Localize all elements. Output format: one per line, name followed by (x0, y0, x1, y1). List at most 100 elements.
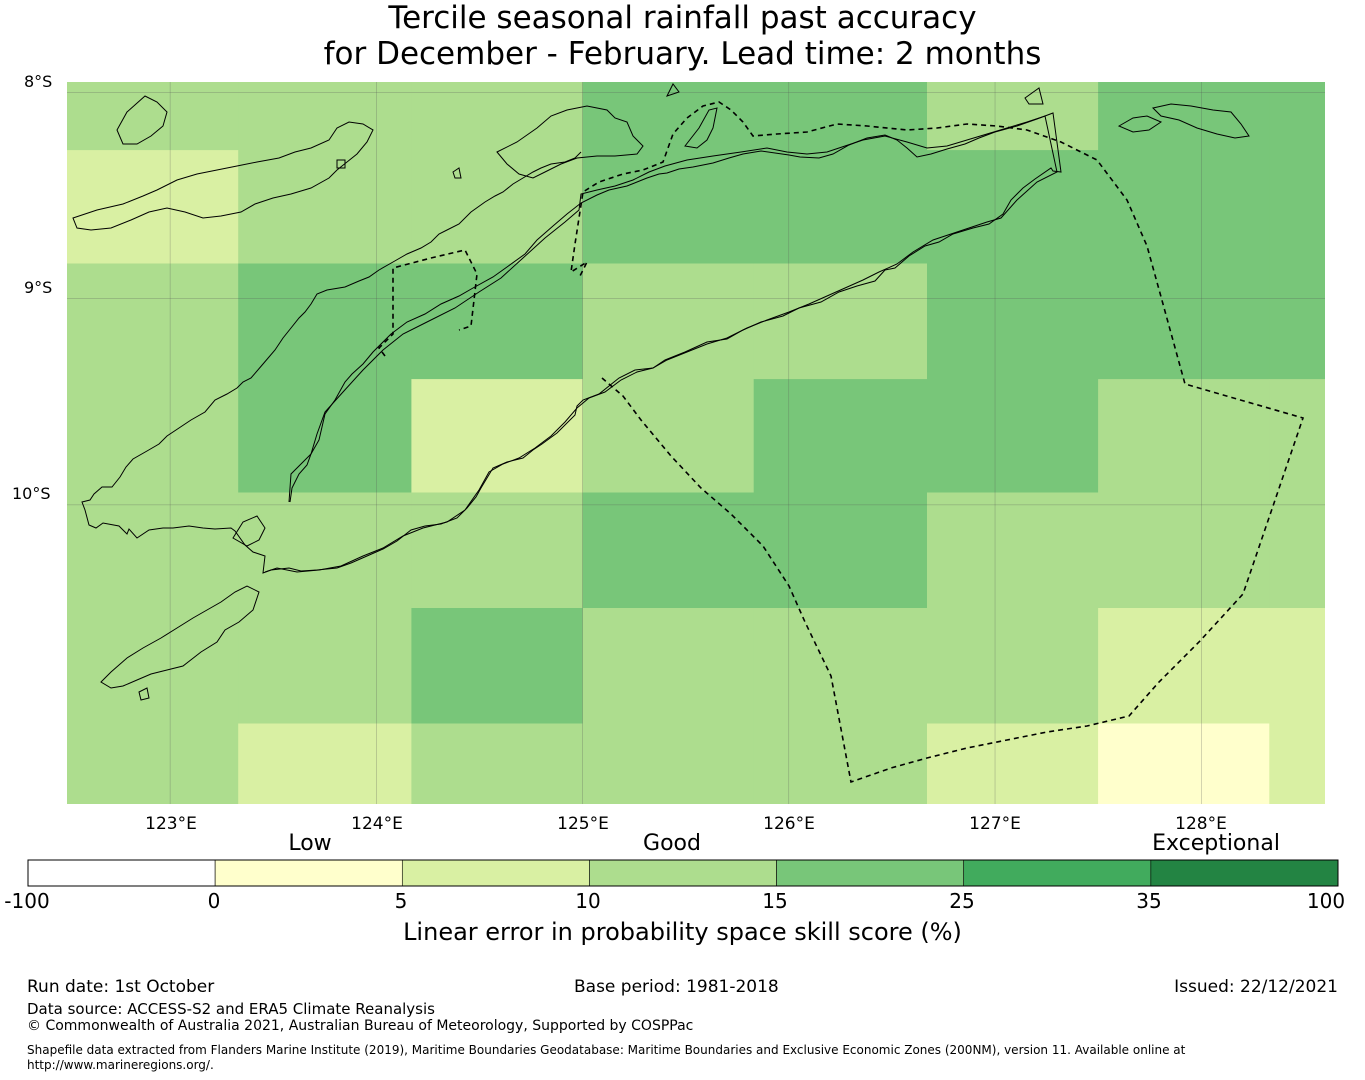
colorbar-segment (27, 859, 216, 887)
skill-cell (753, 150, 928, 265)
timor-leste-eez-boundary (569, 101, 1305, 784)
shapefile-credit-line2: http://www.marineregions.org/. (27, 1058, 214, 1072)
skill-cell (67, 263, 239, 380)
lon-label-127e: 127°E (969, 814, 1021, 834)
skill-cell (582, 723, 755, 804)
copyright: © Commonwealth of Australia 2021, Austra… (27, 1018, 694, 1034)
colorbar-tick: 0 (207, 889, 221, 913)
lon-label-126e: 126°E (763, 814, 815, 834)
ndao-island-coast (138, 687, 150, 701)
data-source: Data source: ACCESS-S2 and ERA5 Climate … (27, 1000, 435, 1018)
skill-cell (582, 492, 755, 609)
small-island-1 (666, 83, 680, 97)
skill-cell (927, 608, 1099, 724)
skill-cell (753, 379, 928, 494)
skill-cell (1098, 379, 1270, 494)
colorbar-category-low: Low (288, 831, 332, 856)
timor-island-coast (81, 112, 1062, 574)
skill-cell (238, 82, 412, 151)
skill-cell (927, 263, 1099, 380)
skill-cell (238, 608, 412, 724)
shapefile-credit-line1: Shapefile data extracted from Flanders M… (27, 1043, 1186, 1057)
skill-cell (582, 379, 755, 494)
lon-label-128e: 128°E (1175, 814, 1227, 834)
sermata-island-coast (1152, 103, 1250, 139)
babar-island-coast (1117, 115, 1163, 133)
skill-cell (238, 379, 412, 494)
skill-cell (67, 150, 239, 265)
colorbar-tick: 100 (1306, 889, 1346, 913)
skill-cell (67, 379, 239, 494)
run-date: Run date: 1st October (27, 977, 215, 997)
map-title-line2: for December - February. Lead time: 2 mo… (323, 36, 1042, 72)
lon-label-123e: 123°E (145, 814, 197, 834)
skill-cell (238, 150, 412, 265)
colorbar-tick: 25 (949, 889, 975, 913)
skill-cell (927, 150, 1099, 265)
skill-cell (753, 608, 928, 724)
skill-cell (1098, 723, 1270, 804)
skill-cell (238, 723, 412, 804)
skill-cell (927, 723, 1099, 804)
lat-label-9s: 9°S (24, 278, 53, 297)
colorbar-tick: 10 (575, 889, 601, 913)
colorbar-segment (1150, 859, 1339, 887)
skill-cell (1098, 150, 1270, 265)
skill-cell (238, 492, 412, 609)
maritime-boundaries (377, 101, 1305, 784)
colorbar-tick: -100 (4, 889, 50, 913)
map-title-line1: Tercile seasonal rainfall past accuracy (388, 0, 977, 36)
skill-cell (411, 263, 584, 380)
timor-outline (264, 115, 1058, 573)
skill-cell (1269, 492, 1325, 609)
atauro-island-coast (684, 107, 718, 149)
colorbar-segment (963, 859, 1152, 887)
skill-cell (238, 263, 412, 380)
skill-cell (67, 723, 239, 804)
skill-cell (1098, 263, 1270, 380)
skill-cell (582, 608, 755, 724)
skill-cell (582, 263, 755, 380)
semau-island-coast (232, 515, 266, 547)
colorbar-category-exceptional: Exceptional (1152, 831, 1280, 856)
lon-label-125e: 125°E (557, 814, 609, 834)
skill-cell (753, 492, 928, 609)
skill-cell (411, 492, 584, 609)
colorbar-tick: 15 (762, 889, 788, 913)
colorbar-tick: 5 (394, 889, 408, 913)
issued-date: Issued: 22/12/2021 (1174, 977, 1338, 997)
skill-cell (67, 608, 239, 724)
skill-cell (582, 150, 755, 265)
skill-cell (1269, 263, 1325, 380)
small-island-3 (336, 159, 346, 169)
damar-island-coast (1024, 87, 1044, 105)
lat-label-10s: 10°S (12, 484, 51, 503)
skill-cell (1269, 608, 1325, 724)
skill-cell (1269, 82, 1325, 151)
base-period: Base period: 1981-2018 (574, 977, 779, 997)
wetar-island-coast (496, 105, 644, 179)
skill-cell (1269, 723, 1325, 804)
lon-label-124e: 124°E (351, 814, 403, 834)
rote-island-coast (100, 585, 260, 689)
skill-cell (411, 608, 584, 724)
colorbar-segment (776, 859, 965, 887)
skill-grid-cells (67, 82, 1325, 804)
map-gridlines (67, 82, 1325, 804)
skill-cell (411, 82, 584, 151)
colorbar-segment (401, 859, 590, 887)
skill-cell (753, 263, 928, 380)
small-island-2 (452, 167, 462, 179)
colorbar-outline (27, 859, 1339, 887)
skill-cell (1098, 82, 1270, 151)
skill-cell (927, 492, 1099, 609)
colorbar (27, 859, 1339, 887)
coastlines (72, 83, 1250, 701)
skill-cell (67, 82, 239, 151)
pantar-island-coast (116, 95, 168, 145)
colorbar-category-good: Good (643, 831, 701, 856)
lat-label-8s: 8°S (24, 72, 53, 91)
skill-cell (411, 723, 584, 804)
colorbar-segment (589, 859, 777, 887)
alor-island-coast (72, 121, 374, 231)
